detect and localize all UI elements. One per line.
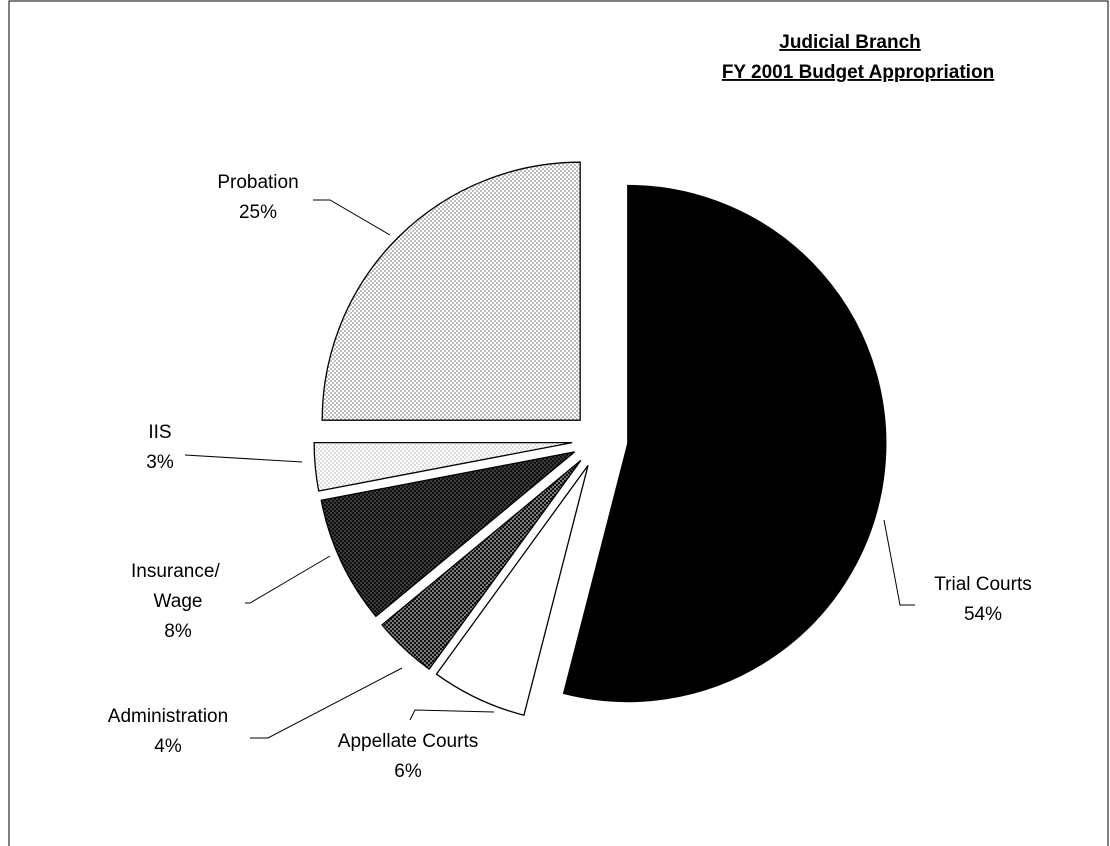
value-label: 6%	[394, 761, 422, 782]
pie-slice	[320, 451, 576, 618]
pie-slice	[435, 464, 589, 717]
value-label: 4%	[154, 736, 182, 757]
slice-label: Probation	[217, 172, 298, 193]
leader-line	[184, 454, 303, 463]
slice-label: Trial Courts	[934, 574, 1031, 595]
slice-label: Insurance/ Wage	[131, 561, 225, 612]
leader-line	[313, 199, 391, 236]
leader-line	[409, 709, 495, 721]
chart-subtitle: FY 2001 Budget Appropriation	[722, 62, 994, 83]
slice-label: Administration	[108, 706, 228, 727]
frame	[8, 0, 1109, 846]
value-label: 3%	[146, 452, 174, 473]
value-label: 54%	[964, 604, 1002, 625]
chart-title: Judicial Branch	[779, 32, 921, 53]
slice-label: IIS	[148, 422, 171, 443]
slice-label: Appellate Courts	[338, 731, 478, 752]
pie-slice	[313, 441, 573, 492]
pie-slice	[562, 184, 887, 703]
value-label: 25%	[239, 202, 277, 223]
leader-line	[883, 519, 915, 606]
value-label: 8%	[164, 621, 192, 642]
leader-line	[245, 555, 331, 604]
pie-slice	[381, 459, 582, 671]
pie-slice	[321, 161, 581, 421]
leader-line	[250, 667, 403, 739]
